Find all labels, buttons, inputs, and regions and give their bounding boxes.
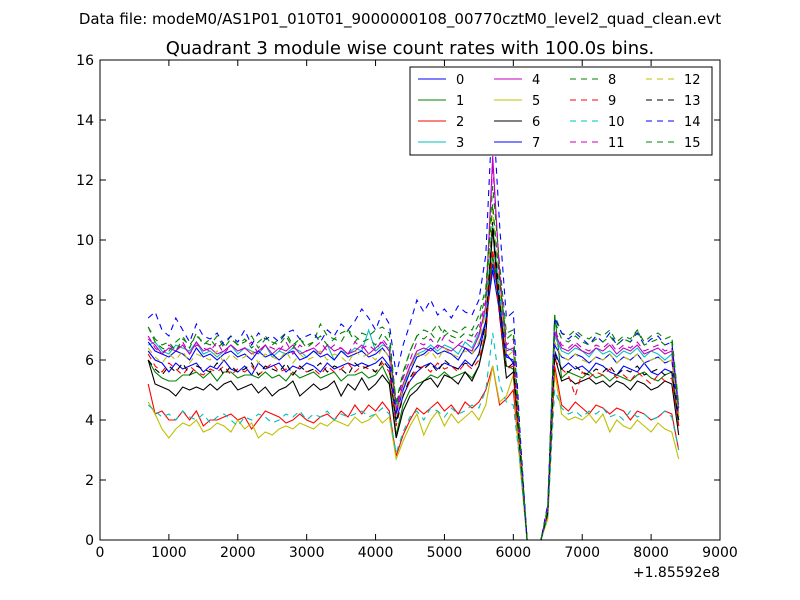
x-tick-label: 7000: [564, 545, 600, 561]
series-line-5: [147, 365, 680, 540]
legend-label-4: 4: [532, 73, 540, 88]
series-line-15: [147, 203, 680, 540]
y-tick-label: 8: [85, 293, 94, 309]
y-tick-label: 12: [76, 173, 94, 189]
figure-suptitle: Data file: modeM0/AS1P01_010T01_90000001…: [79, 10, 721, 29]
series-line-1: [147, 254, 680, 540]
series-line-2: [147, 365, 680, 540]
legend-label-10: 10: [608, 115, 625, 130]
legend-label-0: 0: [456, 73, 464, 88]
legend-label-2: 2: [456, 115, 464, 130]
x-tick-label: 0: [96, 545, 105, 561]
legend-label-9: 9: [608, 94, 616, 109]
series-layer: [147, 104, 680, 540]
series-line-6: [147, 227, 680, 540]
series-line-11: [147, 164, 680, 540]
x-tick-label: 4000: [358, 545, 394, 561]
x-tick-label: 2000: [220, 545, 256, 561]
legend-box: [409, 66, 713, 156]
legend-label-15: 15: [684, 136, 701, 151]
x-tick-label: 1000: [151, 545, 187, 561]
legend-label-12: 12: [684, 73, 701, 88]
y-tick-label: 14: [76, 113, 94, 129]
series-line-14: [147, 104, 680, 540]
series-line-3: [147, 224, 680, 540]
series-line-7: [147, 269, 680, 540]
legend-label-3: 3: [456, 136, 464, 151]
y-tick-label: 0: [85, 533, 94, 549]
x-offset-label: +1.85592e8: [633, 565, 720, 581]
series-line-4: [147, 155, 680, 540]
series-line-9: [147, 248, 680, 540]
y-tick-label: 2: [85, 473, 94, 489]
x-tick-label: 5000: [427, 545, 463, 561]
y-tick-label: 4: [85, 413, 94, 429]
chart-title: Quadrant 3 module wise count rates with …: [166, 38, 655, 59]
x-tick-label: 6000: [496, 545, 532, 561]
legend-label-7: 7: [532, 136, 540, 151]
x-tick-label: 3000: [289, 545, 325, 561]
legend-label-11: 11: [608, 136, 625, 151]
series-line-12: [147, 209, 680, 540]
legend-label-13: 13: [684, 94, 701, 109]
legend-label-6: 6: [532, 115, 540, 130]
y-tick-label: 6: [85, 353, 94, 369]
x-tick-label: 8000: [633, 545, 669, 561]
series-line-13: [147, 221, 680, 540]
y-tick-label: 10: [76, 233, 94, 249]
y-tick-label: 16: [76, 53, 94, 69]
x-tick-label: 9000: [702, 545, 738, 561]
axes: 0 1000 2000 3000 4000 5000 6000 7000 8000 9000 0 2 4…: [76, 53, 738, 561]
legend-label-14: 14: [684, 115, 701, 130]
legend-label-5: 5: [532, 94, 540, 109]
legend-label-1: 1: [456, 94, 464, 109]
legend-label-8: 8: [608, 73, 616, 88]
